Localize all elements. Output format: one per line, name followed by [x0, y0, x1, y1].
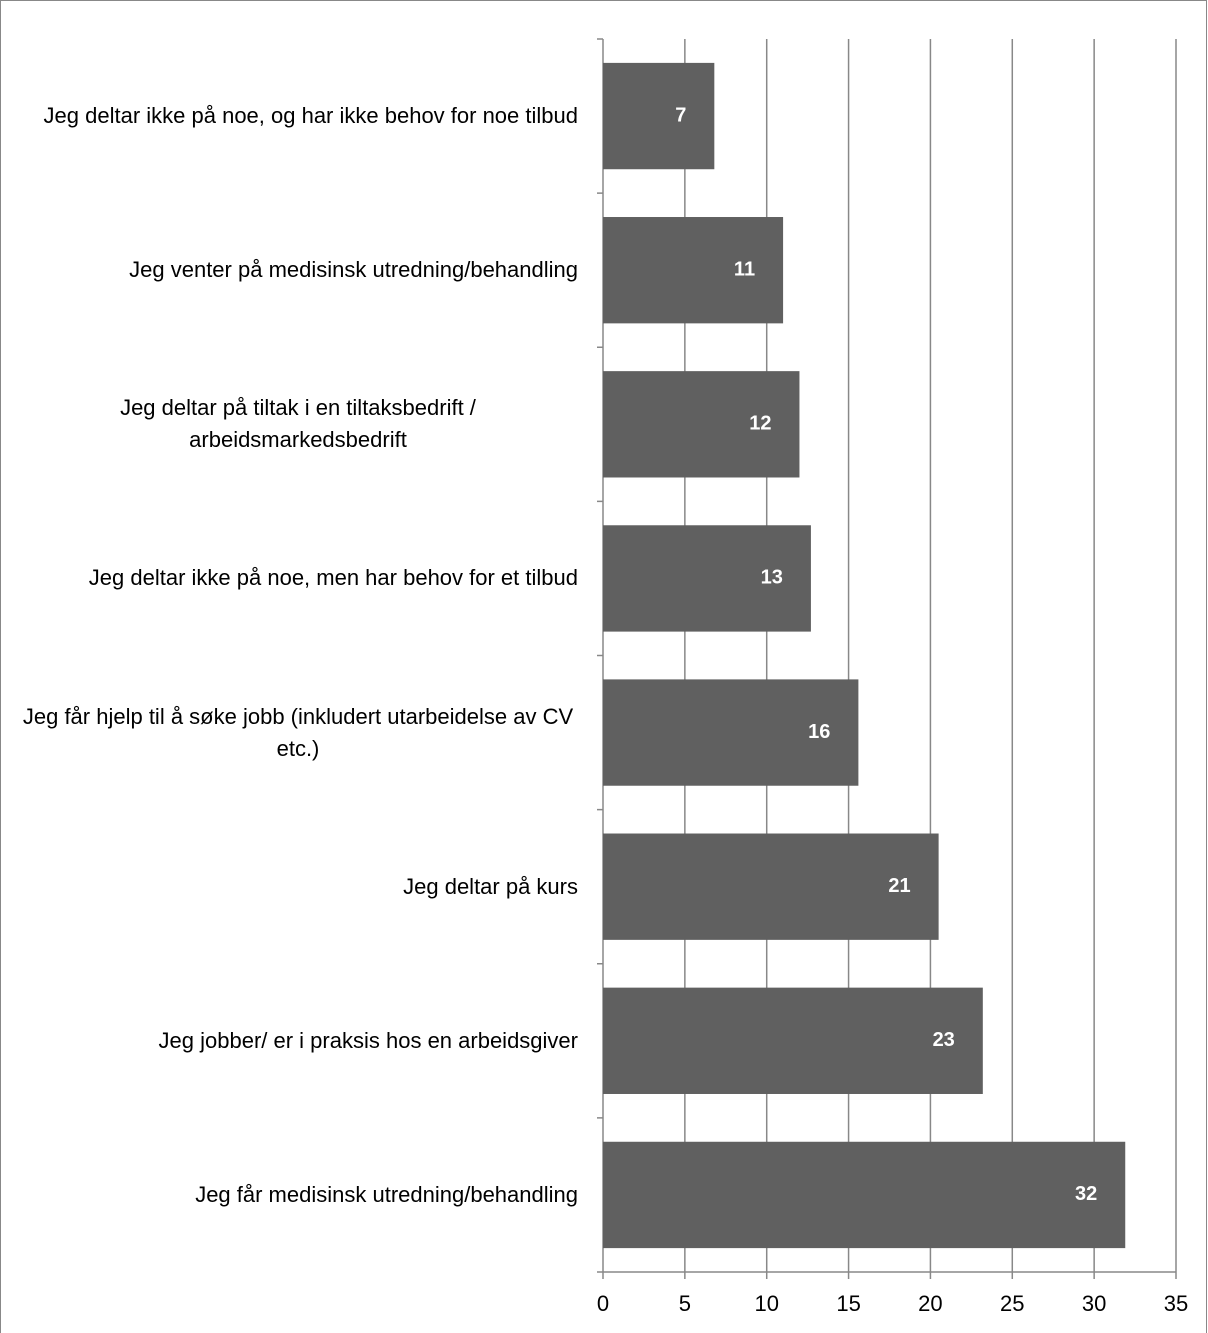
x-tick-label: 20: [918, 1291, 942, 1316]
y-tick-label: Jeg jobber/ er i praksis hos en arbeidsg…: [158, 1027, 578, 1053]
data-label: 21: [888, 875, 910, 897]
y-tick-label: Jeg venter på medisinsk utredning/behand…: [129, 257, 578, 283]
category-label-box: Jeg deltar på tiltak i en tiltaksbedrift…: [10, 347, 578, 501]
category-label-box: Jeg jobber/ er i praksis hos en arbeidsg…: [10, 964, 578, 1118]
data-label: 23: [933, 1029, 955, 1051]
x-tick-label: 30: [1082, 1291, 1106, 1316]
y-tick-label: Jeg får hjelp til å søke jobb (inkludert…: [22, 703, 574, 761]
data-label: 16: [808, 721, 830, 743]
y-tick-label: Jeg får medisinsk utredning/behandling: [195, 1181, 578, 1207]
x-tick-label: 35: [1164, 1291, 1188, 1316]
bar: [603, 525, 811, 632]
data-label: 7: [675, 104, 686, 126]
category-label-box: Jeg deltar ikke på noe, og har ikke beho…: [10, 39, 578, 193]
bar: [603, 1141, 1126, 1249]
bar: [603, 679, 859, 786]
data-label: 12: [749, 413, 771, 435]
data-label: 32: [1075, 1183, 1097, 1205]
y-tick-label: Jeg deltar ikke på noe, men har behov fo…: [88, 565, 578, 591]
bar: [603, 833, 939, 940]
category-label-box: Jeg får hjelp til å søke jobb (inkludert…: [10, 656, 578, 810]
x-tick-label: 0: [597, 1291, 609, 1316]
data-label: 11: [734, 258, 755, 280]
x-tick-label: 25: [1000, 1291, 1024, 1316]
bar: [603, 62, 715, 170]
bar: [603, 217, 784, 324]
x-tick-label: 15: [836, 1291, 860, 1316]
data-label: 13: [761, 567, 783, 589]
bar: [603, 371, 800, 478]
category-label-box: Jeg får medisinsk utredning/behandling: [10, 1118, 578, 1272]
y-tick-label: Jeg deltar ikke på noe, og har ikke beho…: [43, 103, 578, 129]
y-tick-label: Jeg deltar på tiltak i en tiltaksbedrift…: [120, 395, 476, 453]
x-tick-label: 5: [679, 1291, 691, 1316]
x-tick-label: 10: [754, 1291, 778, 1316]
category-label-box: Jeg venter på medisinsk utredning/behand…: [10, 193, 578, 347]
y-tick-label: Jeg deltar på kurs: [403, 873, 578, 899]
category-label-box: Jeg deltar på kurs: [10, 810, 578, 964]
bar: [603, 987, 983, 1094]
category-label-box: Jeg deltar ikke på noe, men har behov fo…: [10, 501, 578, 655]
